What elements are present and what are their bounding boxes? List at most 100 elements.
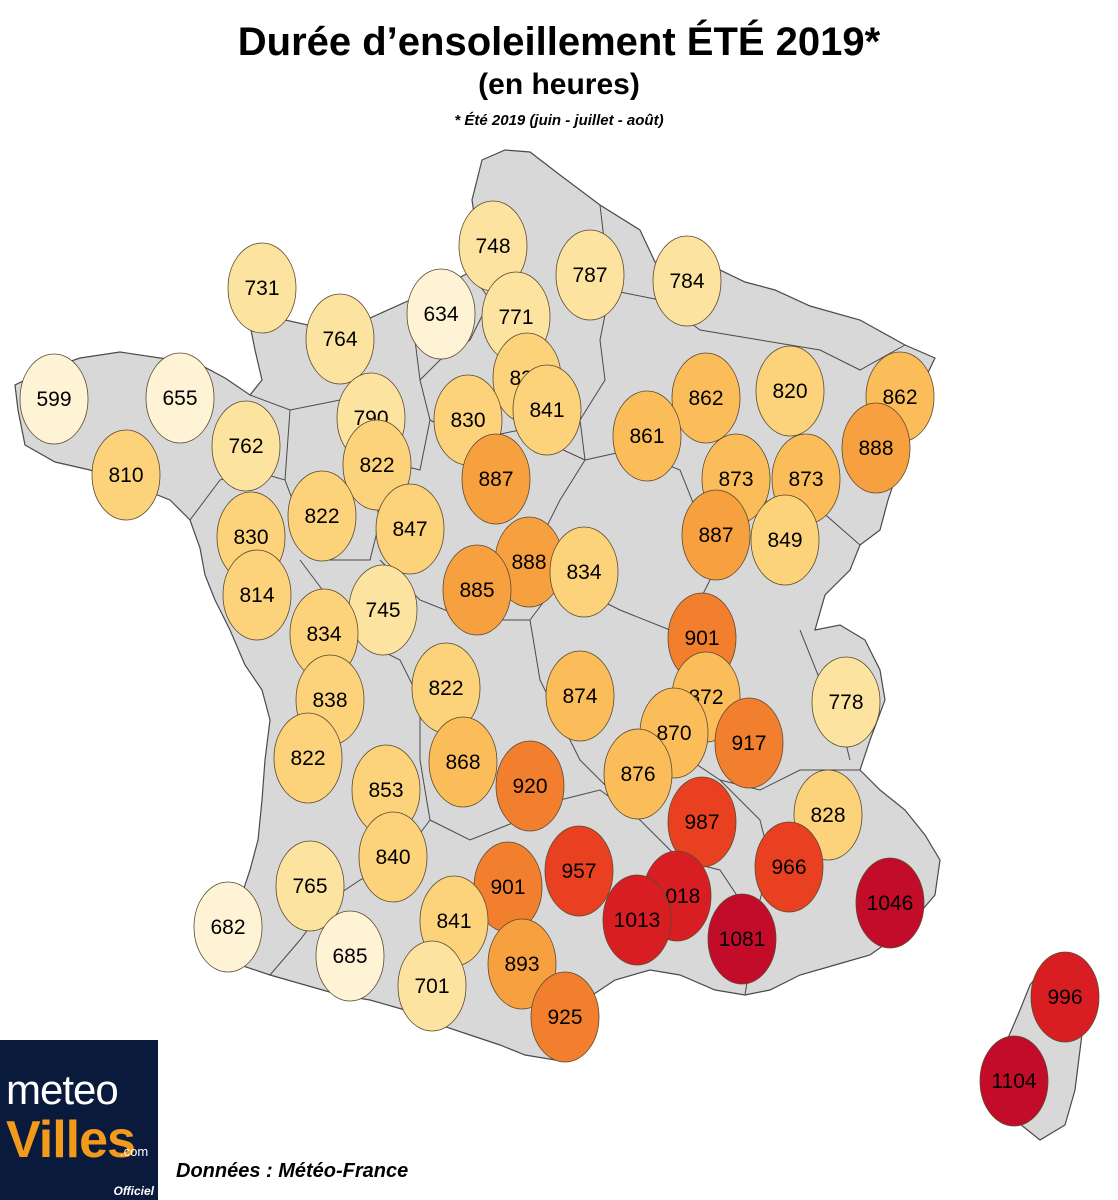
sunshine-value-label: 822 (359, 454, 394, 477)
sunshine-value-label: 876 (620, 763, 655, 786)
sunshine-value-label: 873 (788, 468, 823, 491)
sunshine-value-label: 861 (629, 425, 664, 448)
sunshine-value-label: 868 (445, 751, 480, 774)
sunshine-bubble (545, 650, 615, 742)
sunshine-value-label: 885 (459, 579, 494, 602)
sunshine-bubble (375, 483, 445, 575)
sunshine-value-label: 834 (566, 561, 601, 584)
sunshine-bubbles: 7487877847316347717648348415996557908308… (19, 200, 1100, 1127)
sunshine-value-label: 822 (304, 505, 339, 528)
sunshine-bubble (211, 400, 281, 492)
logo-text-villes: Villes (6, 1111, 136, 1169)
sunshine-value-label: 966 (771, 856, 806, 879)
sunshine-bubble (530, 971, 600, 1063)
sunshine-value-label: 925 (547, 1006, 582, 1029)
sunshine-value-label: 830 (233, 526, 268, 549)
sunshine-bubble (315, 910, 385, 1002)
meteovilles-logo[interactable]: meteo Villes .com Officiel (0, 1040, 158, 1200)
sunshine-value-label: 822 (290, 747, 325, 770)
sunshine-bubble (549, 526, 619, 618)
sunshine-value-label: 599 (36, 388, 71, 411)
sunshine-value-label: 1081 (719, 928, 766, 951)
sunshine-bubble (755, 345, 825, 437)
sunshine-value-label: 996 (1047, 986, 1082, 1009)
sunshine-value-label: 862 (882, 386, 917, 409)
sunshine-bubble (1030, 951, 1100, 1043)
logo-text-meteo: meteo (6, 1066, 119, 1113)
sunshine-value-label: 762 (228, 435, 263, 458)
sunshine-value-label: 841 (436, 910, 471, 933)
sunshine-bubble (750, 494, 820, 586)
sunshine-bubble (979, 1035, 1049, 1127)
sunshine-value-label: 814 (239, 584, 274, 607)
sunshine-value-label: 917 (731, 732, 766, 755)
sunshine-bubble (544, 825, 614, 917)
sunshine-value-label: 1013 (614, 909, 661, 932)
sunshine-value-label: 810 (108, 464, 143, 487)
sunshine-bubble (841, 402, 911, 494)
sunshine-value-label: 787 (572, 264, 607, 287)
sunshine-bubble (461, 433, 531, 525)
sunshine-value-label: 764 (322, 328, 357, 351)
sunshine-value-label: 778 (828, 691, 863, 714)
sunshine-bubble (428, 716, 498, 808)
sunshine-value-label: 685 (332, 945, 367, 968)
sunshine-value-label: 887 (698, 524, 733, 547)
sunshine-bubble (442, 544, 512, 636)
sunshine-bubble (603, 728, 673, 820)
sunshine-bubble (707, 893, 777, 985)
sunshine-value-label: 901 (684, 627, 719, 650)
sunshine-bubble (275, 840, 345, 932)
sunshine-value-label: 873 (718, 468, 753, 491)
sunshine-value-label: 745 (365, 599, 400, 622)
sunshine-value-label: 888 (511, 551, 546, 574)
sunshine-value-label: 862 (688, 387, 723, 410)
sunshine-value-label: 847 (392, 518, 427, 541)
sunshine-bubble (555, 229, 625, 321)
sunshine-bubble (512, 364, 582, 456)
sunshine-value-label: 874 (562, 685, 597, 708)
sunshine-value-label: 887 (478, 468, 513, 491)
sunshine-value-label: 893 (504, 953, 539, 976)
sunshine-value-label: 682 (210, 916, 245, 939)
sunshine-bubble (811, 656, 881, 748)
sunshine-bubble (273, 712, 343, 804)
sunshine-value-label: 838 (312, 689, 347, 712)
sunshine-bubble (19, 353, 89, 445)
sunshine-bubble (227, 242, 297, 334)
logo-badge-officiel: Officiel (113, 1184, 154, 1198)
sunshine-value-label: 870 (656, 722, 691, 745)
sunshine-bubble (145, 352, 215, 444)
map-subtitle: (en heures) (478, 68, 640, 101)
sunshine-bubble (602, 874, 672, 966)
sunshine-value-label: 634 (423, 303, 458, 326)
sunshine-bubble (754, 821, 824, 913)
map-note: * Été 2019 (juin - juillet - août) (454, 112, 664, 129)
sunshine-value-label: 1104 (991, 1070, 1036, 1093)
sunshine-value-label: 731 (244, 277, 279, 300)
sunshine-value-label: 655 (162, 387, 197, 410)
sunshine-bubble (495, 740, 565, 832)
sunshine-value-label: 840 (375, 846, 410, 869)
sunshine-value-label: 830 (450, 409, 485, 432)
sunshine-bubble (287, 470, 357, 562)
sunshine-value-label: 748 (475, 235, 510, 258)
sunshine-value-label: 828 (810, 804, 845, 827)
sunshine-value-label: 771 (498, 306, 533, 329)
sunshine-value-label: 888 (858, 437, 893, 460)
sunshine-value-label: 957 (561, 860, 596, 883)
sunshine-bubble (222, 549, 292, 641)
sunshine-value-label: 920 (512, 775, 547, 798)
sunshine-bubble (358, 811, 428, 903)
sunshine-value-label: 901 (490, 876, 525, 899)
map-title: Durée d’ensoleillement ÉTÉ 2019* (237, 20, 881, 64)
sunshine-value-label: 1046 (867, 892, 914, 915)
sunshine-bubble (681, 489, 751, 581)
sunshine-value-label: 765 (292, 875, 327, 898)
logo-text-com: .com (120, 1144, 149, 1159)
sunshine-bubble (342, 419, 412, 511)
sunshine-bubble (652, 235, 722, 327)
sunshine-bubble (487, 918, 557, 1010)
sunshine-bubble (671, 352, 741, 444)
